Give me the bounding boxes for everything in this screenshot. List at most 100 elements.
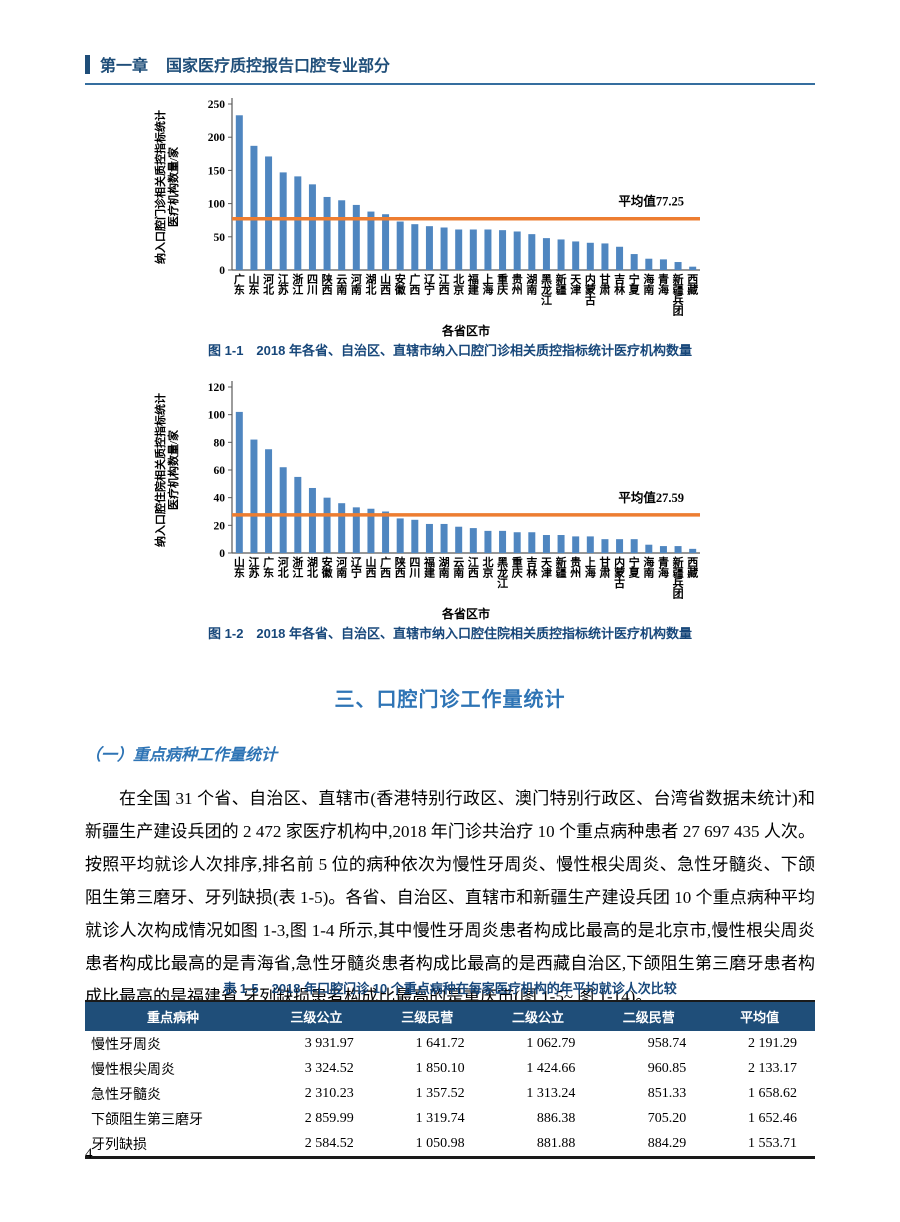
x-category-label: 福建 — [467, 272, 480, 297]
x-category-label: 海南 — [643, 555, 654, 580]
bar — [513, 231, 521, 270]
bar — [630, 539, 638, 553]
y-tick-label: 0 — [219, 265, 225, 277]
bar — [616, 246, 624, 270]
x-category-label: 广西 — [380, 555, 391, 580]
x-category-label: 内蒙古 — [614, 555, 625, 590]
bar — [382, 214, 390, 270]
bar — [352, 507, 360, 553]
bar — [235, 411, 243, 553]
value-cell: 1 062.79 — [526, 1035, 576, 1051]
disease-name-cell: 急性牙髓炎 — [91, 1087, 161, 1103]
bar — [367, 211, 375, 270]
value-cell: 960.85 — [647, 1060, 687, 1076]
x-category-label: 浙江 — [292, 555, 303, 580]
value-cell: 1 652.46 — [748, 1110, 797, 1126]
average-line-label: 平均值77.25 — [618, 194, 684, 209]
value-cell: 1 424.66 — [526, 1060, 576, 1076]
bar — [674, 262, 682, 270]
x-category-label: 河南 — [336, 555, 347, 580]
x-category-label: 江西 — [468, 555, 479, 580]
x-category-label: 重庆 — [511, 555, 523, 580]
x-category-label: 重庆 — [496, 272, 508, 297]
bar — [586, 242, 594, 270]
figure-1-1: 0 50 100 150 200 250 平均值77.25 广东 山东 河北 江苏 浙江 四川 陕西 云南河… — [148, 90, 720, 345]
x-category-label: 吉林 — [614, 272, 625, 297]
x-category-label: 新疆兵团 — [673, 272, 684, 318]
bar — [279, 172, 287, 270]
bar — [528, 234, 536, 270]
figure-1-2-caption: 图 1-2 2018 年各省、自治区、直辖市纳入口腔住院相关质控指标统计医疗机构… — [208, 626, 692, 641]
value-cell: 1 357.52 — [415, 1085, 465, 1101]
x-category-label: 广东 — [263, 555, 274, 580]
x-category-label: 四川 — [408, 556, 420, 580]
bar — [455, 229, 463, 270]
bar — [645, 544, 653, 553]
bar — [367, 508, 375, 553]
bar — [308, 184, 316, 270]
x-category-label: 贵州 — [511, 272, 523, 297]
x-category-label: 北京 — [453, 272, 464, 297]
x-category-label: 青海 — [658, 272, 669, 297]
bar — [659, 546, 667, 553]
bar — [265, 449, 273, 553]
bar — [338, 200, 346, 270]
x-axis-title: 各省区市 — [441, 606, 490, 621]
value-cell: 851.33 — [647, 1085, 687, 1101]
bar — [352, 204, 360, 270]
x-category-label: 天津 — [570, 273, 582, 297]
bar — [469, 528, 477, 553]
table-header-row: 重点病种 三级公立 三级民营 二级公立 二级民营 平均值 — [85, 1001, 815, 1031]
x-category-label: 安徽 — [394, 272, 407, 297]
y-tick-label: 0 — [219, 548, 225, 560]
x-category-label: 西藏 — [687, 556, 698, 580]
bar — [630, 254, 638, 270]
x-category-label: 山东 — [234, 555, 245, 580]
bar — [557, 535, 565, 553]
disease-name-cell: 牙列缺损 — [91, 1137, 147, 1153]
x-category-label: 天津 — [541, 556, 553, 580]
value-cell: 2 859.99 — [304, 1110, 354, 1126]
table-header-cell: 三级民营 — [371, 1001, 483, 1031]
bar — [323, 196, 331, 270]
x-category-label: 海南 — [643, 272, 654, 297]
value-cell: 1 641.72 — [415, 1035, 465, 1051]
value-cell: 958.74 — [647, 1035, 687, 1051]
x-category-label: 山西 — [380, 272, 391, 297]
bar — [601, 539, 609, 553]
bar — [616, 539, 624, 553]
y-tick-label: 50 — [214, 232, 226, 244]
y-axis-title: 纳入口腔门诊相关质控指标统计医疗机构数量/家 — [153, 110, 180, 264]
x-category-label: 辽宁 — [424, 273, 436, 297]
y-axis-title: 纳入口腔住院相关质控指标统计医疗机构数量/家 — [153, 393, 180, 547]
bar — [425, 226, 433, 270]
bar — [411, 224, 419, 270]
bar — [499, 230, 507, 270]
bar — [396, 221, 404, 270]
value-cell: 1 658.62 — [748, 1085, 797, 1101]
value-cell: 705.20 — [647, 1110, 687, 1126]
bar — [235, 115, 243, 271]
bar — [572, 241, 580, 270]
table-body: 慢性牙周炎 3 931.97 1 641.72 1 062.79 958.74 2 191… — [85, 1031, 815, 1158]
disease-name-cell: 慢性牙周炎 — [91, 1037, 161, 1053]
y-tick-label: 60 — [214, 465, 226, 477]
x-axis-title: 各省区市 — [441, 323, 490, 338]
x-category-label: 福建 — [423, 555, 436, 580]
value-cell: 1 050.98 — [415, 1135, 465, 1151]
bar — [557, 239, 565, 270]
figure-1-2-bar-chart: 0 20 40 60 80 100 120 平均值27.59 山东江苏广东河北浙江湖北安徽河南辽… — [153, 381, 700, 621]
bar — [279, 467, 287, 553]
y-tick-label: 100 — [208, 410, 226, 422]
chapter-header: 第一章 国家医疗质控报告口腔专业部分 — [85, 52, 815, 85]
x-category-label: 江苏 — [278, 272, 289, 297]
value-cell: 2 191.29 — [748, 1035, 797, 1051]
figure-1-1-bar-chart: 0 50 100 150 200 250 平均值77.25 广东山东河北江苏浙江四川陕西云南河… — [153, 98, 700, 338]
x-category-label: 四川 — [306, 273, 318, 297]
bar — [425, 523, 433, 553]
chapter-title: 国家医疗质控报告口腔专业部分 — [166, 58, 391, 75]
y-tick-label: 20 — [214, 520, 226, 532]
x-category-label: 上海 — [585, 555, 596, 580]
table-1-5-title: 表 1-5 2018 年口腔门诊 10 个重点病种在每家医疗机构的年平均就诊人次… — [223, 981, 677, 996]
disease-name-cell: 慢性根尖周炎 — [91, 1062, 175, 1078]
